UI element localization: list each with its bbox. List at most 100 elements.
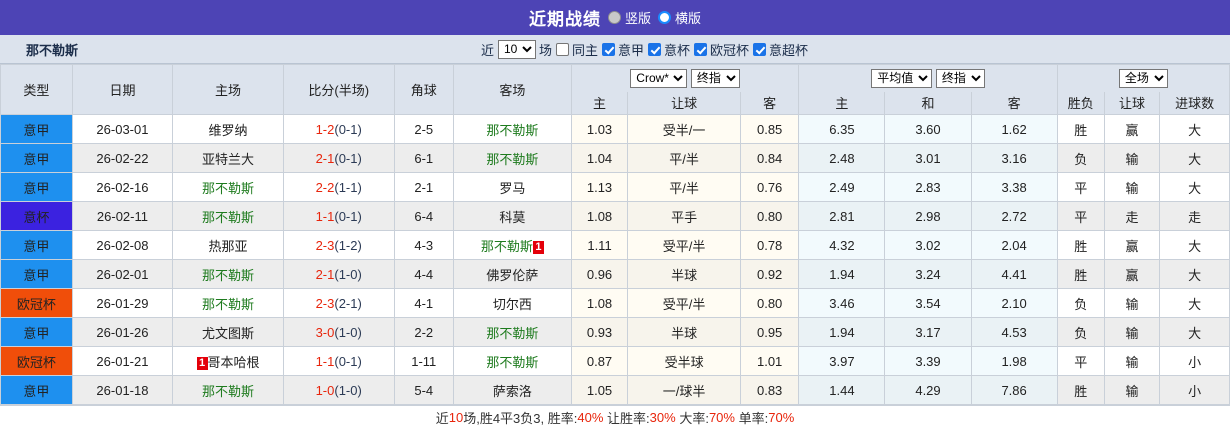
cell-odds-draw: 3.60 [884, 114, 972, 144]
cell-hcp-line: 受平/半 [627, 230, 741, 260]
scope-select[interactable]: 全场 [1118, 68, 1168, 88]
cell-score[interactable]: 3-0(1-0) [282, 317, 395, 347]
col-result-handicap: 让球 [1103, 91, 1161, 115]
cell-home-team[interactable]: 热那亚 [172, 230, 284, 260]
checkbox-coppa[interactable] [648, 42, 661, 56]
odds-source-select[interactable]: 平均值 [871, 68, 933, 88]
cell-hcp-home: 1.08 [570, 288, 629, 318]
cell-type[interactable]: 欧冠杯 [0, 346, 73, 376]
cell-type[interactable]: 意甲 [0, 375, 73, 405]
cell-type[interactable]: 意甲 [0, 172, 73, 202]
checkbox-supercup[interactable] [753, 42, 767, 56]
summary-overrate-label: 大率: [679, 410, 709, 426]
cell-hcp-line: 受平/半 [627, 288, 741, 318]
checkbox-same-home[interactable] [555, 42, 569, 56]
cell-odds-home: 1.94 [798, 259, 886, 289]
cell-away-team[interactable]: 那不勒斯 [452, 317, 572, 347]
cell-home-team[interactable]: 那不勒斯 [172, 201, 284, 231]
cell-home-team[interactable]: 那不勒斯 [172, 375, 284, 405]
cell-home-team[interactable]: 那不勒斯 [172, 259, 284, 289]
cell-odds-draw: 3.24 [884, 259, 972, 289]
cell-home-team[interactable]: 尤文图斯 [172, 317, 284, 347]
cell-away-team[interactable]: 科莫 [452, 201, 572, 231]
cell-hcp-home: 1.13 [570, 172, 629, 202]
cell-home-team[interactable]: 维罗纳 [172, 114, 284, 144]
cell-home-team[interactable]: 那不勒斯 [172, 288, 284, 318]
match-flag-badge: 1 [532, 240, 544, 254]
cell-odds-home: 6.35 [798, 114, 886, 144]
summary-winrate-label: 胜率: [547, 410, 578, 426]
cell-score[interactable]: 1-1(0-1) [282, 346, 395, 376]
cell-result-handicap: 走 [1103, 201, 1161, 231]
cell-result-handicap: 输 [1103, 346, 1161, 376]
handicap-phase-select[interactable]: 终指 [690, 68, 740, 88]
cell-result-handicap: 输 [1103, 375, 1161, 405]
cell-corner: 5-4 [393, 375, 454, 405]
cell-result-goals: 小 [1159, 375, 1230, 405]
cell-home-team[interactable]: 亚特兰大 [172, 143, 284, 173]
cell-hcp-away: 0.84 [739, 143, 800, 173]
table-row[interactable]: 意甲 26-02-16 那不勒斯 2-2(1-1) 2-1 罗马 1.13 平/半 0.76 2.… [0, 172, 1230, 202]
cell-hcp-line: 受半球 [627, 346, 741, 376]
cell-type[interactable]: 意甲 [0, 259, 73, 289]
checkbox-ucl[interactable] [694, 42, 708, 56]
cell-score[interactable]: 2-3(2-1) [282, 288, 395, 318]
table-row[interactable]: 意甲 26-01-26 尤文图斯 3-0(1-0) 2-2 那不勒斯 0.93 半球 0.95 1… [0, 317, 1230, 347]
cell-home-team[interactable]: 1 哥本哈根 [172, 346, 284, 376]
cell-away-team[interactable]: 萨索洛 [452, 375, 572, 405]
table-row[interactable]: 意甲 26-01-18 那不勒斯 1-0(1-0) 5-4 萨索洛 1.05 一/球半 0.83… [0, 375, 1230, 405]
cell-away-team[interactable]: 那不勒斯 [452, 114, 572, 144]
cell-home-team[interactable]: 那不勒斯 [172, 172, 284, 202]
team-name-label: 那不勒斯 [486, 151, 539, 167]
view-option-horizontal[interactable]: 横版 [658, 8, 701, 27]
odds-phase-select[interactable]: 终指 [935, 68, 985, 88]
table-row[interactable]: 意甲 26-02-08 热那亚 2-3(1-2) 4-3 那不勒斯 1 1.11 受平/半 0.7… [0, 230, 1230, 260]
table-head-subcolumns-row: 主 让球 客 主 和 客 胜负 让球 进球数 [1, 91, 1230, 115]
cell-score[interactable]: 2-3(1-2) [282, 230, 395, 260]
cell-type[interactable]: 欧冠杯 [0, 288, 73, 318]
radio-unselected-icon[interactable] [658, 11, 671, 24]
cell-odds-away: 2.72 [970, 201, 1058, 231]
checkbox-seriea[interactable] [601, 42, 615, 56]
cell-type[interactable]: 意甲 [0, 230, 73, 260]
team-name-label: 那不勒斯 [202, 383, 255, 399]
cell-hcp-home: 0.87 [570, 346, 629, 376]
team-name-label: 那不勒斯 [486, 354, 539, 370]
cell-odds-away: 2.04 [970, 230, 1058, 260]
radio-selected-icon[interactable] [607, 11, 621, 24]
cell-type[interactable]: 意杯 [0, 201, 73, 231]
cell-away-team[interactable]: 那不勒斯 [452, 346, 572, 376]
summary-hcprate-value: 30% [649, 409, 676, 425]
table-row[interactable]: 意甲 26-02-01 那不勒斯 2-1(1-0) 4-4 佛罗伦萨 0.96 半球 0.92 1… [0, 259, 1230, 289]
table-row[interactable]: 欧冠杯 26-01-21 1 哥本哈根 1-1(0-1) 1-11 那不勒斯 0.87 受半球 1… [0, 346, 1230, 376]
cell-result-wdl: 胜 [1056, 114, 1105, 144]
checkbox-same-home-label: 同主 [571, 42, 598, 58]
cell-away-team[interactable]: 那不勒斯 1 [452, 230, 572, 260]
table-row[interactable]: 意甲 26-03-01 维罗纳 1-2(0-1) 2-5 那不勒斯 1.03 受半/一 0.85… [0, 114, 1230, 144]
cell-type[interactable]: 意甲 [0, 317, 73, 347]
team-name-label: 亚特兰大 [202, 151, 255, 167]
cell-away-team[interactable]: 罗马 [452, 172, 572, 202]
cell-type[interactable]: 意甲 [0, 143, 73, 173]
recent-count-select[interactable]: 10 [497, 39, 536, 59]
view-option-vertical[interactable]: 竖版 [607, 8, 651, 27]
bookmaker-select[interactable]: Crow* [630, 68, 688, 88]
cell-score[interactable]: 1-0(1-0) [282, 375, 395, 405]
cell-away-team[interactable]: 佛罗伦萨 [452, 259, 572, 289]
team-name-label: 那不勒斯 [202, 296, 255, 312]
cell-score[interactable]: 2-1(0-1) [282, 143, 395, 173]
summary-bar: 近 10 场,胜4平3负3, 胜率: 40% 让胜率: 30% 大率: 70% 单率: 70… [0, 405, 1230, 428]
cell-away-team[interactable]: 切尔西 [452, 288, 572, 318]
cell-score[interactable]: 2-1(1-0) [282, 259, 395, 289]
cell-score[interactable]: 2-2(1-1) [282, 172, 395, 202]
cell-score[interactable]: 1-1(0-1) [282, 201, 395, 231]
cell-type[interactable]: 意甲 [0, 114, 73, 144]
table-row[interactable]: 意甲 26-02-22 亚特兰大 2-1(0-1) 6-1 那不勒斯 1.04 平/半 0.84… [0, 143, 1230, 173]
col-hcp-line: 让球 [627, 91, 741, 115]
table-row[interactable]: 欧冠杯 26-01-29 那不勒斯 2-3(2-1) 4-1 切尔西 1.08 受平/半 0.8… [0, 288, 1230, 318]
table-row[interactable]: 意杯 26-02-11 那不勒斯 1-1(0-1) 6-4 科莫 1.08 平手 0.80 2.8… [0, 201, 1230, 231]
cell-away-team[interactable]: 那不勒斯 [452, 143, 572, 173]
cell-odds-away: 3.38 [970, 172, 1058, 202]
cell-score[interactable]: 1-2(0-1) [282, 114, 395, 144]
